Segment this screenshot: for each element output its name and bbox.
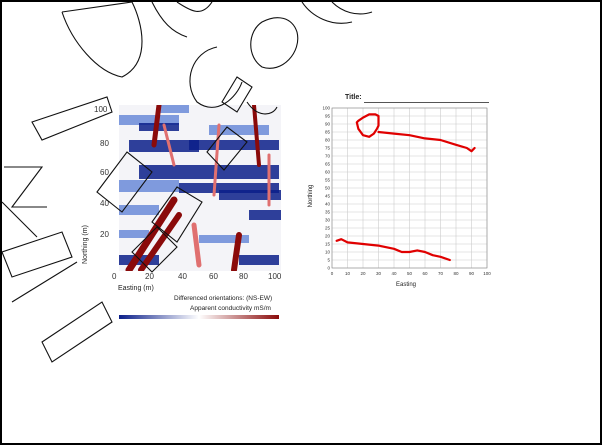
y-tick-label: 90 — [325, 122, 331, 127]
x-tick-label: 100 — [483, 271, 491, 276]
x-tick-label: 30 — [376, 271, 382, 276]
x-tick-label: 50 — [407, 271, 413, 276]
chart-xlabel: Easting — [396, 282, 416, 288]
y-tick-label: 95 — [325, 114, 331, 119]
x-tick-label: 60 — [422, 271, 428, 276]
x-tick-label: 0 — [331, 271, 334, 276]
left-map-ytick: 80 — [100, 139, 109, 148]
left-map-ytick: 100 — [94, 105, 108, 114]
chart-title-label: Title: — [345, 94, 362, 101]
y-tick-label: 50 — [325, 186, 331, 191]
left-map-xtick: 60 — [209, 272, 218, 281]
y-tick-label: 55 — [325, 178, 331, 183]
hand-drawn-line-3 — [335, 238, 451, 262]
y-tick-label: 70 — [325, 154, 331, 159]
left-map-caption: Differenced orientations: (NS-EW) — [174, 295, 273, 302]
left-map-xlabel: Easting (m) — [118, 285, 154, 292]
y-tick-label: 45 — [325, 194, 331, 199]
y-tick-label: 65 — [325, 162, 331, 167]
y-tick-label: 35 — [325, 210, 331, 215]
left-map-ytick: 20 — [100, 230, 109, 239]
y-tick-label: 30 — [325, 218, 331, 223]
x-tick-label: 40 — [391, 271, 397, 276]
y-tick-label: 40 — [325, 202, 331, 207]
x-tick-label: 20 — [360, 271, 366, 276]
left-map-ytick: 40 — [100, 199, 109, 208]
x-tick-label: 10 — [345, 271, 351, 276]
y-tick-label: 10 — [325, 250, 331, 255]
colorbar — [119, 315, 279, 319]
y-tick-label: 5 — [327, 258, 330, 263]
hand-drawn-line-1 — [355, 113, 380, 138]
y-tick-label: 100 — [322, 106, 330, 111]
left-map-xtick: 100 — [268, 272, 282, 281]
y-tick-label: 85 — [325, 130, 331, 135]
x-tick-label: 70 — [438, 271, 444, 276]
x-tick-label: 80 — [453, 271, 459, 276]
y-tick-label: 20 — [325, 234, 331, 239]
left-map-ytick: 60 — [100, 168, 109, 177]
y-tick-label: 75 — [325, 146, 331, 151]
left-map-xtick: 20 — [145, 272, 154, 281]
conductivity-map-image — [119, 105, 281, 271]
left-map-xtick: 0 — [112, 272, 117, 281]
plot-frame — [331, 107, 488, 269]
left-map-xtick: 40 — [178, 272, 187, 281]
y-tick-label: 0 — [327, 266, 330, 271]
left-map-caption: Apparent conductivity mS/m — [190, 305, 271, 312]
northing-easting-chart: 0 10 20 30 40 50 60 70 80 90 100 0 5 10 15 20 25 30 35 40 45… — [308, 106, 491, 289]
hand-drawn-line-2 — [377, 130, 476, 153]
y-tick-label: 15 — [325, 242, 331, 247]
x-tick-label: 90 — [469, 271, 475, 276]
title-blank-line — [364, 102, 489, 103]
y-tick-label: 80 — [325, 138, 331, 143]
y-tick-label: 60 — [325, 170, 331, 175]
y-tick-label: 25 — [325, 226, 331, 231]
chart-ylabel: Northing — [308, 185, 314, 208]
left-map-xtick: 80 — [239, 272, 248, 281]
